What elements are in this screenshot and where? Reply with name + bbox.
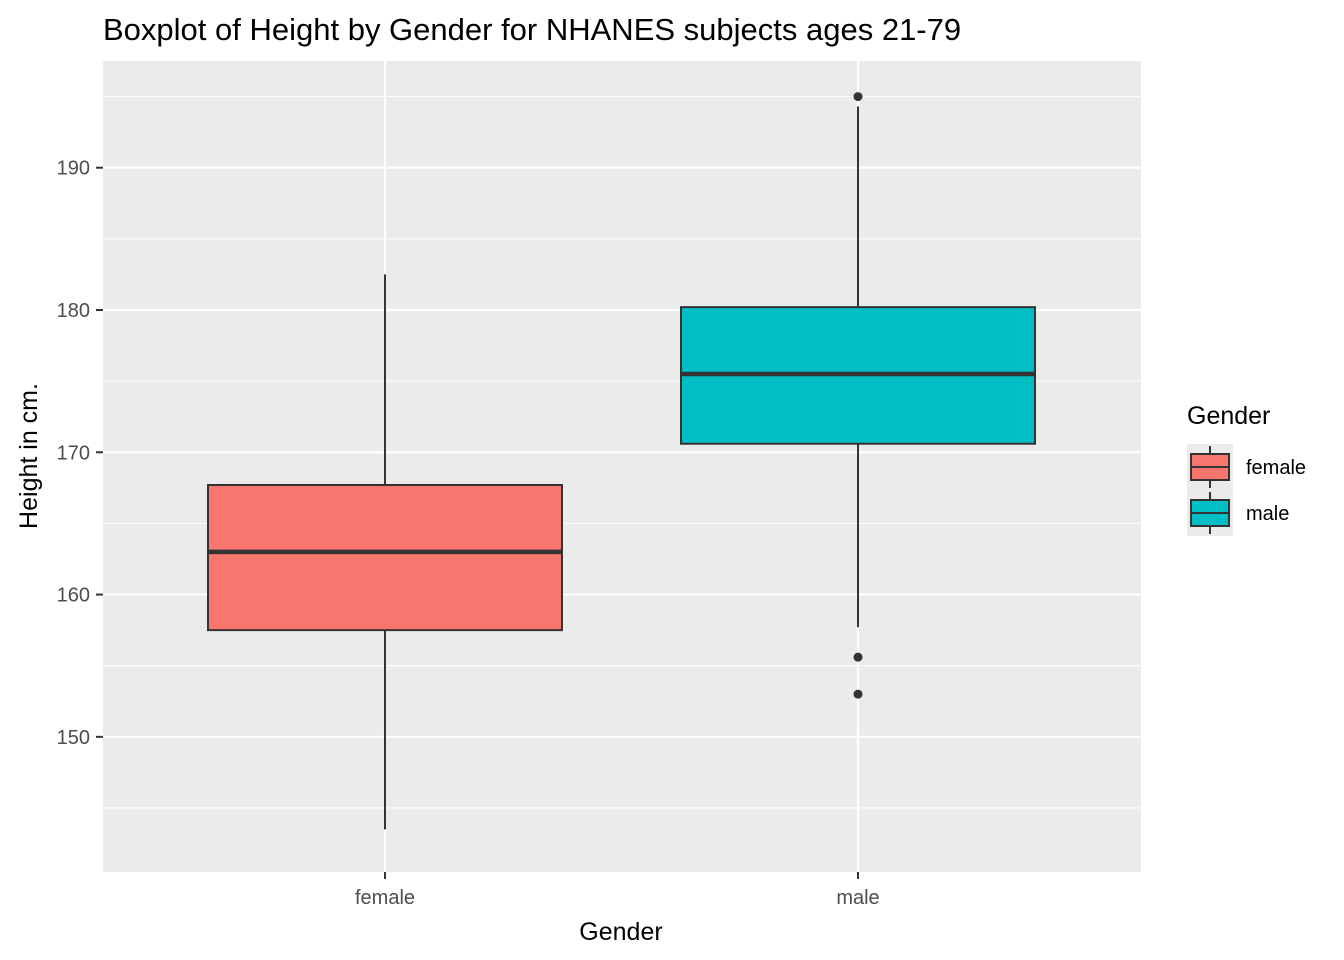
outlier-point <box>853 689 863 699</box>
x-tick-label: male <box>836 887 879 909</box>
legend-label: female <box>1246 457 1306 479</box>
iqr-box <box>207 483 563 632</box>
legend-label: male <box>1246 503 1289 525</box>
plot-panel <box>103 61 1141 872</box>
boxes <box>207 92 1036 830</box>
legend: Gender female male <box>1187 402 1306 536</box>
y-tick-label: 190 <box>57 158 90 180</box>
box-female <box>207 274 563 830</box>
y-tick-label: 160 <box>57 585 90 607</box>
x-axis-title: Gender <box>579 918 662 946</box>
chart-title: Boxplot of Height by Gender for NHANES s… <box>103 12 961 47</box>
legend-title: Gender <box>1187 402 1270 430</box>
outlier-point <box>853 652 863 662</box>
axes: 150 160 170 180 190 female male <box>57 158 880 909</box>
y-tick-label: 180 <box>57 300 90 322</box>
box-male <box>680 92 1036 699</box>
x-tick-label: female <box>355 887 415 909</box>
legend-item-female: female <box>1187 444 1306 490</box>
y-tick-label: 170 <box>57 442 90 464</box>
outlier-point <box>853 92 863 102</box>
y-tick-label: 150 <box>57 727 90 749</box>
y-axis-title: Height in cm. <box>15 383 43 529</box>
legend-item-male: male <box>1187 490 1289 536</box>
